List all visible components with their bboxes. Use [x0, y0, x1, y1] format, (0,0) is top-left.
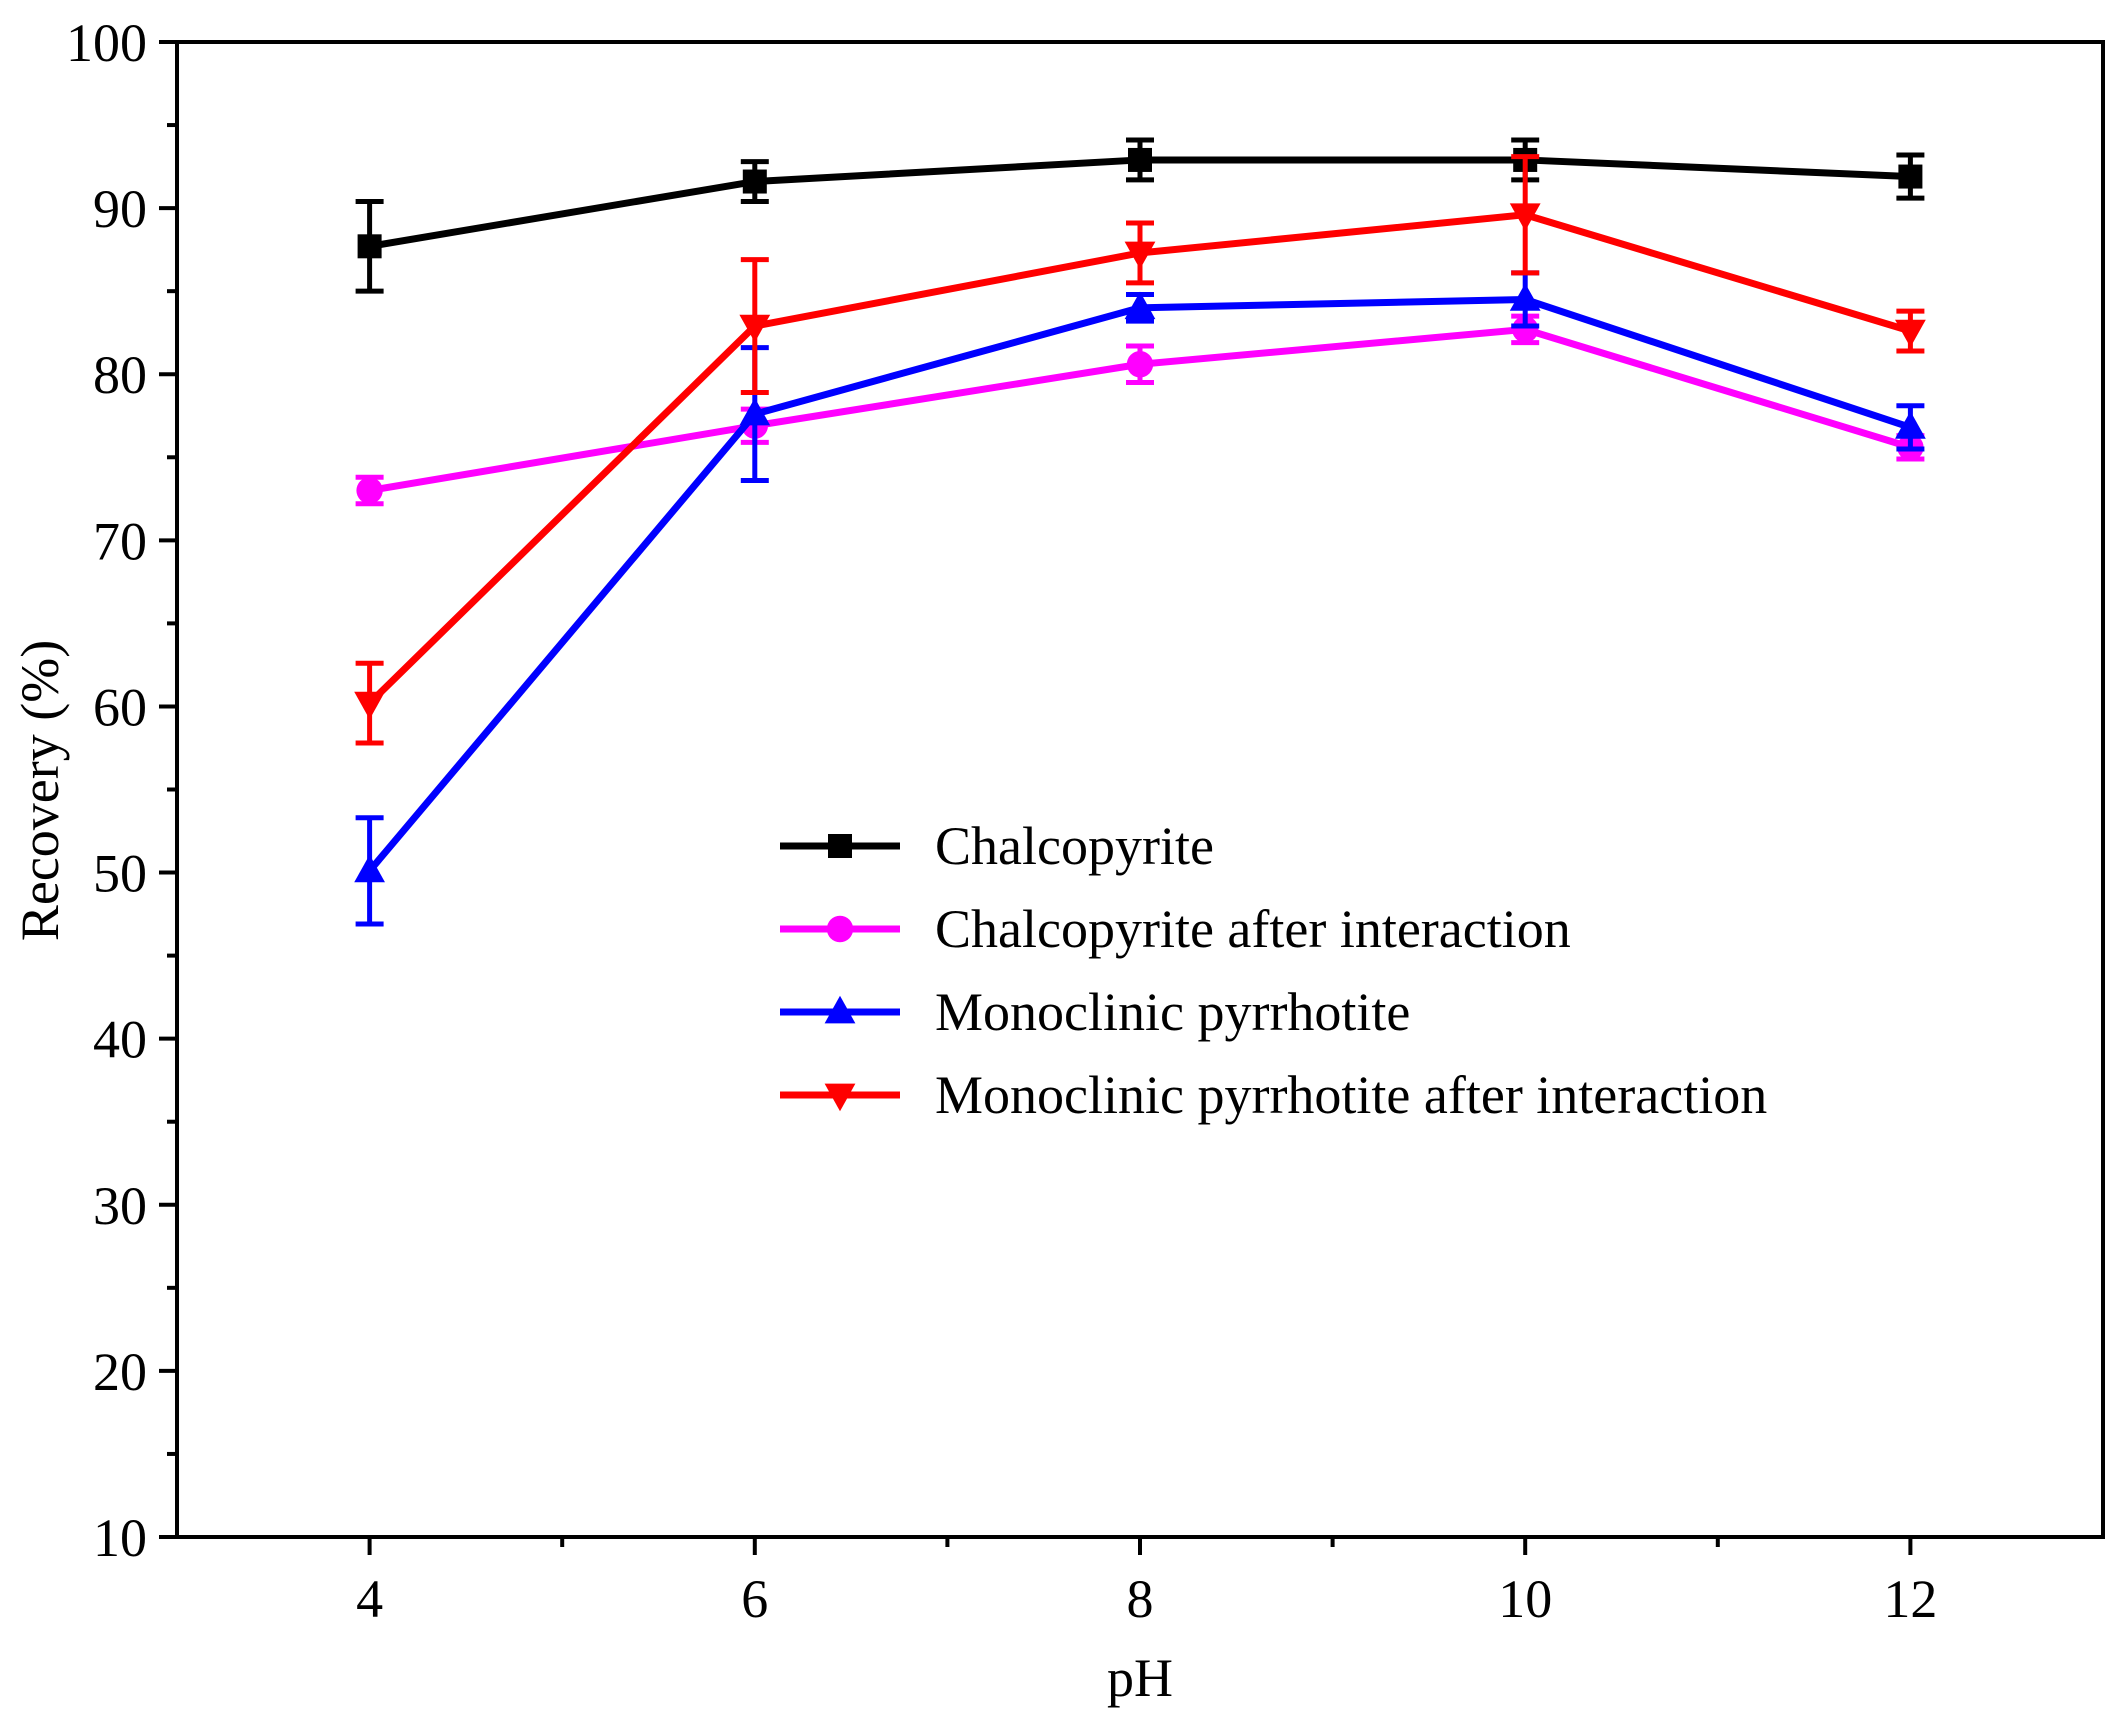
data-point-marker-2: [1124, 291, 1156, 320]
legend-marker: [826, 915, 854, 943]
data-point-marker-2: [1126, 351, 1154, 378]
series-layer: [354, 137, 1926, 927]
data-point-marker-2: [1124, 241, 1156, 270]
legend-label: Monoclinic pyrrhotite: [935, 982, 1410, 1042]
legend-label: Chalcopyrite: [935, 816, 1214, 876]
y-tick-label: 90: [93, 179, 147, 239]
legend-label: Monoclinic pyrrhotite after interaction: [935, 1065, 1767, 1125]
legend-marker: [824, 995, 856, 1024]
data-point-marker-0: [354, 691, 385, 720]
data-point-marker-0: [356, 477, 383, 504]
legend: Chalcopyrite Chalcopyrite after interacti…: [780, 816, 1767, 1125]
legend-marker: [824, 1083, 856, 1112]
data-point-marker-2: [1128, 147, 1152, 172]
legend-item: Chalcopyrite: [780, 816, 1214, 876]
legend-item: Monoclinic pyrrhotite after interaction: [780, 1065, 1767, 1125]
x-tick-label: 8: [1127, 1569, 1154, 1629]
series-1: [355, 137, 1925, 294]
axis-layer: 4 6 8 10 12 10 20 30 40 50 60 70 80 90 100: [66, 13, 1937, 1629]
legend-marker: [828, 834, 852, 858]
x-tick-label: 4: [356, 1569, 383, 1629]
x-tick-label: 10: [1498, 1569, 1552, 1629]
x-tick-label: 12: [1883, 1569, 1937, 1629]
y-tick-label: 10: [93, 1508, 147, 1568]
y-tick-label: 80: [93, 345, 147, 405]
data-point-marker-0: [354, 854, 385, 883]
x-tick-label: 6: [741, 1569, 768, 1629]
data-point-marker-4: [1895, 411, 1926, 439]
legend-label: Chalcopyrite after interaction: [935, 899, 1571, 959]
y-axis-label: Recovery (%): [10, 640, 70, 941]
y-tick-label: 50: [93, 844, 147, 904]
y-tick-label: 40: [93, 1010, 147, 1070]
legend-item: Monoclinic pyrrhotite: [780, 982, 1410, 1042]
series-3: [354, 270, 1926, 927]
data-point-marker-1: [739, 314, 771, 343]
y-tick-label: 30: [93, 1176, 147, 1236]
y-tick-label: 20: [93, 1342, 147, 1402]
y-tick-label: 70: [93, 511, 147, 571]
legend-item: Chalcopyrite after interaction: [780, 899, 1571, 959]
series-4: [354, 154, 1926, 746]
data-point-marker-0: [357, 234, 382, 259]
x-axis-label: pH: [1107, 1648, 1173, 1708]
y-tick-label: 100: [66, 13, 147, 73]
data-point-marker-1: [742, 169, 767, 194]
data-point-marker-1: [739, 397, 771, 426]
y-tick-label: 60: [93, 677, 147, 737]
data-point-marker-3: [1512, 316, 1539, 343]
data-point-marker-4: [1898, 164, 1923, 189]
data-point-marker-4: [1895, 319, 1926, 348]
data-point-marker-3: [1509, 203, 1541, 231]
data-point-marker-3: [1509, 283, 1541, 311]
